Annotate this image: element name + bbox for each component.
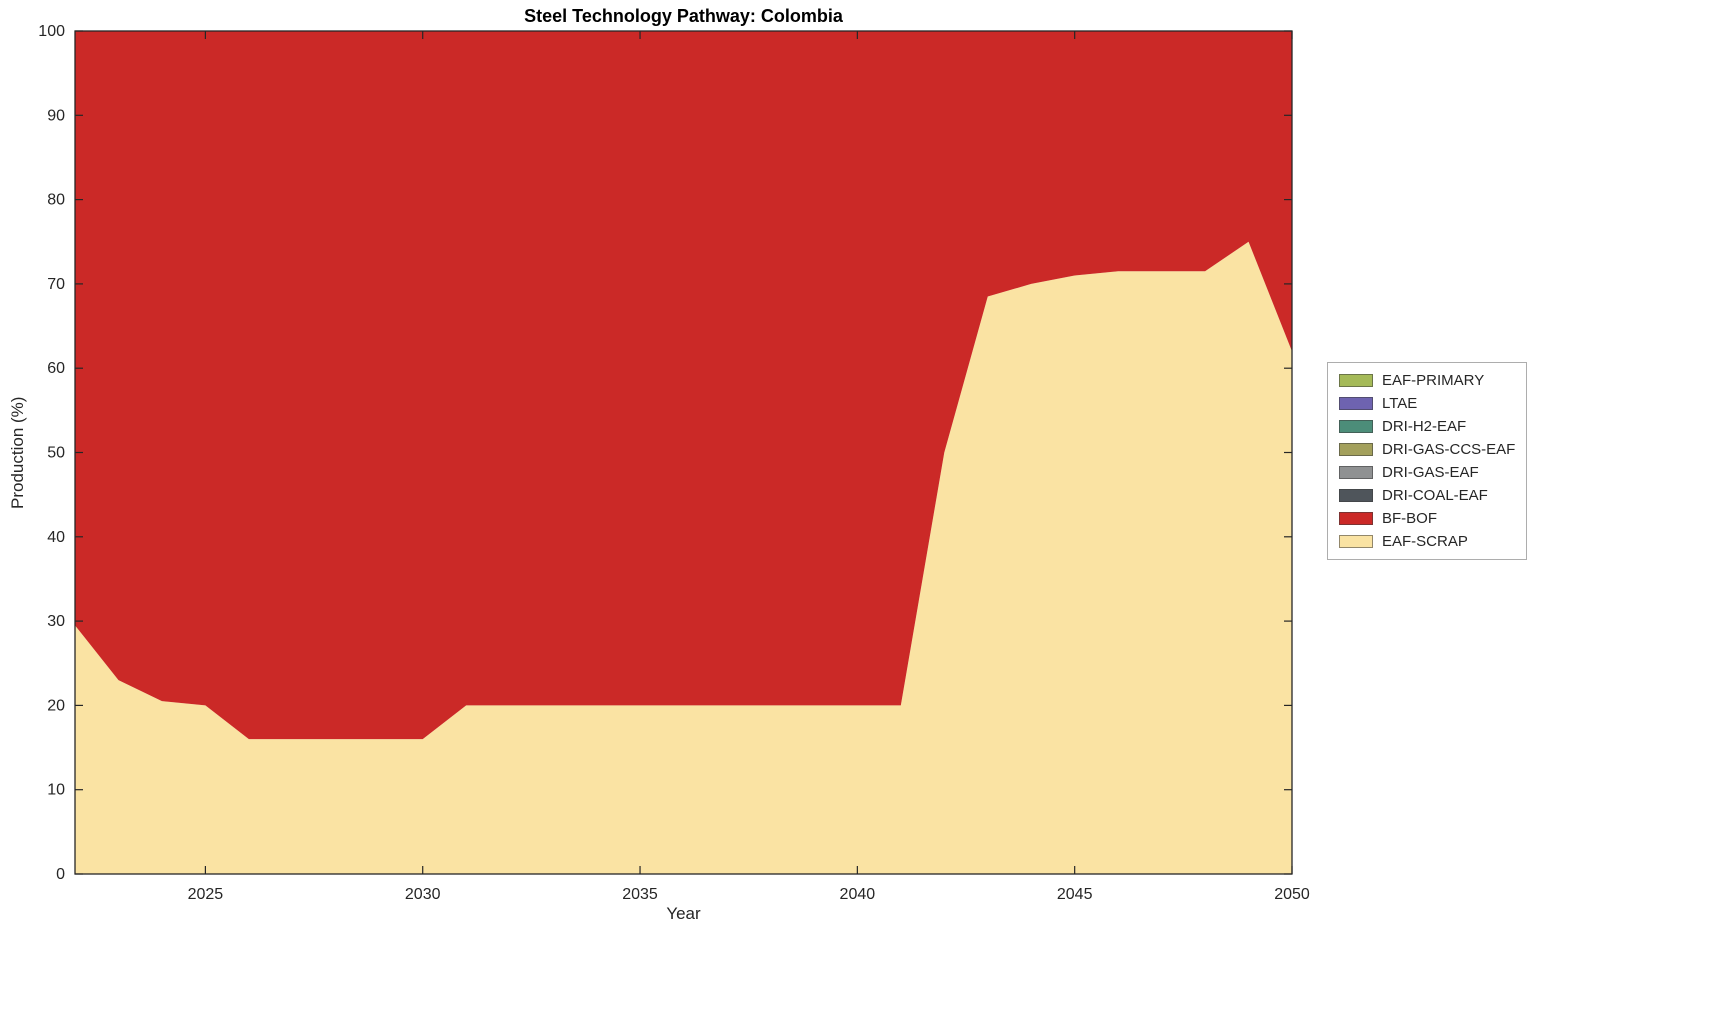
- area-eaf-scrap: [75, 241, 1292, 874]
- legend-swatch-dri-gas-ccs-eaf: [1339, 443, 1373, 456]
- legend-swatch-dri-h2-eaf: [1339, 420, 1373, 433]
- x-tick-label: 2045: [1057, 886, 1093, 903]
- x-axis-label: Year: [666, 904, 701, 923]
- y-axis-label: Production (%): [8, 396, 27, 509]
- legend-swatch-eaf-primary: [1339, 374, 1373, 387]
- y-tick-label: 100: [38, 23, 65, 40]
- legend-swatch-dri-gas-eaf: [1339, 466, 1373, 479]
- y-tick-label: 0: [56, 866, 65, 883]
- legend-label: DRI-GAS-CCS-EAF: [1382, 441, 1516, 458]
- legend-label: DRI-COAL-EAF: [1382, 487, 1488, 504]
- legend-item-dri-gas-ccs-eaf: DRI-GAS-CCS-EAF: [1339, 441, 1515, 458]
- legend-item-bf-bof: BF-BOF: [1339, 510, 1515, 527]
- legend: EAF-PRIMARY LTAE DRI-H2-EAF DRI-GAS-CCS-EAF…: [1327, 362, 1528, 560]
- x-tick-label: 2025: [188, 886, 224, 903]
- y-tick-label: 60: [47, 360, 65, 377]
- legend-swatch-ltae: [1339, 397, 1373, 410]
- y-tick-label: 50: [47, 445, 65, 462]
- area-bf-bof: [75, 31, 1292, 740]
- chart-title: Steel Technology Pathway: Colombia: [524, 6, 843, 26]
- x-tick-label: 2050: [1274, 886, 1310, 903]
- legend-item-eaf-scrap: EAF-SCRAP: [1339, 533, 1515, 550]
- legend-swatch-bf-bof: [1339, 512, 1373, 525]
- y-tick-label: 80: [47, 192, 65, 209]
- y-tick-label: 90: [47, 107, 65, 124]
- legend-item-ltae: LTAE: [1339, 395, 1515, 412]
- x-tick-label: 2040: [840, 886, 876, 903]
- y-tick-label: 70: [47, 276, 65, 293]
- legend-label: LTAE: [1382, 395, 1418, 412]
- y-tick-label: 10: [47, 782, 65, 799]
- legend-item-dri-coal-eaf: DRI-COAL-EAF: [1339, 487, 1515, 504]
- legend-swatch-dri-coal-eaf: [1339, 489, 1373, 502]
- x-tick-label: 2035: [622, 886, 658, 903]
- y-tick-label: 20: [47, 697, 65, 714]
- legend-label: DRI-H2-EAF: [1382, 418, 1467, 435]
- legend-item-dri-h2-eaf: DRI-H2-EAF: [1339, 418, 1515, 435]
- legend-label: EAF-SCRAP: [1382, 533, 1468, 550]
- legend-label: EAF-PRIMARY: [1382, 372, 1485, 389]
- y-tick-label: 30: [47, 613, 65, 630]
- y-tick-label: 40: [47, 529, 65, 546]
- x-tick-label: 2030: [405, 886, 441, 903]
- legend-item-dri-gas-eaf: DRI-GAS-EAF: [1339, 464, 1515, 481]
- legend-label: DRI-GAS-EAF: [1382, 464, 1479, 481]
- legend-label: BF-BOF: [1382, 510, 1437, 527]
- legend-swatch-eaf-scrap: [1339, 535, 1373, 548]
- legend-item-eaf-primary: EAF-PRIMARY: [1339, 372, 1515, 389]
